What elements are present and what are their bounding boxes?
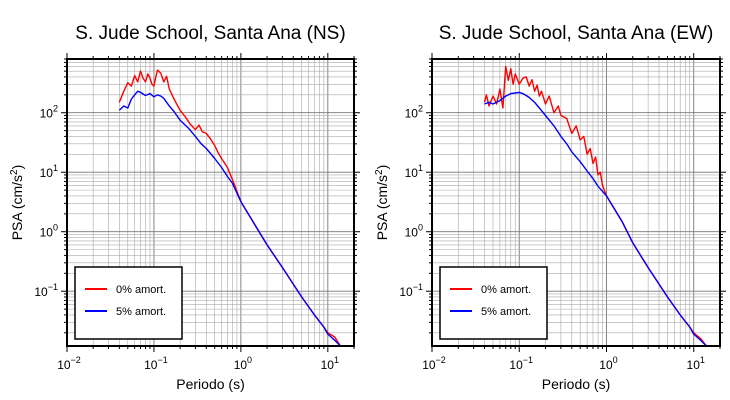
y-tick-label: 102: [405, 104, 423, 121]
tick-base: 10: [40, 226, 54, 240]
x-tick-label: 10−1: [509, 355, 533, 372]
y-tick-label: 101: [405, 163, 423, 180]
x-tick-label: 101: [321, 355, 339, 372]
tick-base: 10: [34, 285, 48, 299]
y-axis-label: PSA (cm/s2): [9, 165, 25, 241]
tick-exponent: 0: [613, 355, 618, 365]
tick-base: 10: [234, 358, 248, 372]
tick-base: 10: [40, 107, 54, 121]
tick-exponent: 1: [334, 355, 339, 365]
tick-exponent: 0: [53, 223, 58, 233]
tick-marks: [61, 53, 360, 352]
y-label-close: ): [374, 165, 390, 170]
legend: 0% amort. 5% amort.: [74, 266, 183, 340]
legend-box: [74, 266, 183, 340]
x-tick-label: 10−2: [57, 355, 81, 372]
tick-exponent: 1: [53, 163, 58, 173]
y-tick-label: 101: [40, 163, 58, 180]
y-tick-label: 102: [40, 104, 58, 121]
series-line-5pct: [484, 91, 707, 347]
y-tick-label: 10−1: [399, 282, 423, 299]
legend-label: 0% amort.: [116, 284, 166, 296]
y-label-superscript: 2: [9, 169, 20, 175]
tick-base: 10: [144, 358, 158, 372]
x-tick-label: 101: [687, 355, 705, 372]
y-label-superscript: 2: [374, 169, 385, 175]
tick-base: 10: [509, 358, 523, 372]
tick-base: 10: [405, 226, 419, 240]
tick-exponent: 1: [700, 355, 705, 365]
tick-exponent: −2: [71, 355, 81, 365]
tick-exponent: 2: [418, 104, 423, 114]
tick-exponent: 2: [53, 104, 58, 114]
chart-title: S. Jude School, Santa Ana (EW): [439, 23, 714, 44]
tick-base: 10: [321, 358, 335, 372]
tick-exponent: 0: [418, 223, 423, 233]
x-tick-label: 100: [234, 355, 252, 372]
y-axis-label: PSA (cm/s2): [374, 165, 390, 241]
tick-exponent: −1: [157, 355, 167, 365]
plot-frame: [431, 58, 721, 347]
plot-frame: [66, 58, 355, 347]
legend-label: 0% amort.: [481, 284, 531, 296]
tick-marks: [426, 53, 726, 352]
tick-base: 10: [405, 107, 419, 121]
y-label-main: PSA (cm/s: [374, 175, 390, 240]
x-tick-label: 10−2: [422, 355, 446, 372]
tick-exponent: −1: [413, 282, 423, 292]
chart-title: S. Jude School, Santa Ana (NS): [75, 23, 345, 44]
tick-exponent: −1: [523, 355, 533, 365]
x-axis-label: Periodo (s): [176, 376, 244, 392]
y-label-close: ): [9, 165, 25, 170]
tick-base: 10: [40, 166, 54, 180]
y-tick-label: 100: [405, 223, 423, 240]
y-tick-label: 100: [40, 223, 58, 240]
y-tick-label: 10−1: [34, 282, 58, 299]
tick-exponent: −2: [436, 355, 446, 365]
legend-label: 5% amort.: [116, 306, 166, 318]
tick-base: 10: [687, 358, 701, 372]
tick-base: 10: [599, 358, 613, 372]
tick-base: 10: [405, 166, 419, 180]
legend: 0% amort. 5% amort.: [439, 266, 548, 340]
x-tick-label: 100: [599, 355, 617, 372]
legend-label: 5% amort.: [481, 306, 531, 318]
x-axis-label: Periodo (s): [542, 376, 610, 392]
grid: [66, 58, 355, 346]
tick-exponent: 1: [418, 163, 423, 173]
legend-box: [439, 266, 548, 340]
x-tick-label: 10−1: [144, 355, 168, 372]
tick-exponent: 0: [247, 355, 252, 365]
tick-base: 10: [57, 358, 71, 372]
tick-exponent: −1: [48, 282, 58, 292]
tick-base: 10: [422, 358, 436, 372]
tick-base: 10: [399, 285, 413, 299]
y-label-main: PSA (cm/s: [9, 175, 25, 240]
series-line-5pct: [118, 90, 341, 347]
